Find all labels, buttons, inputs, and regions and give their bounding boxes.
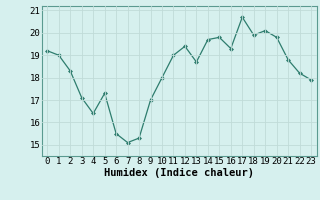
X-axis label: Humidex (Indice chaleur): Humidex (Indice chaleur): [104, 168, 254, 178]
